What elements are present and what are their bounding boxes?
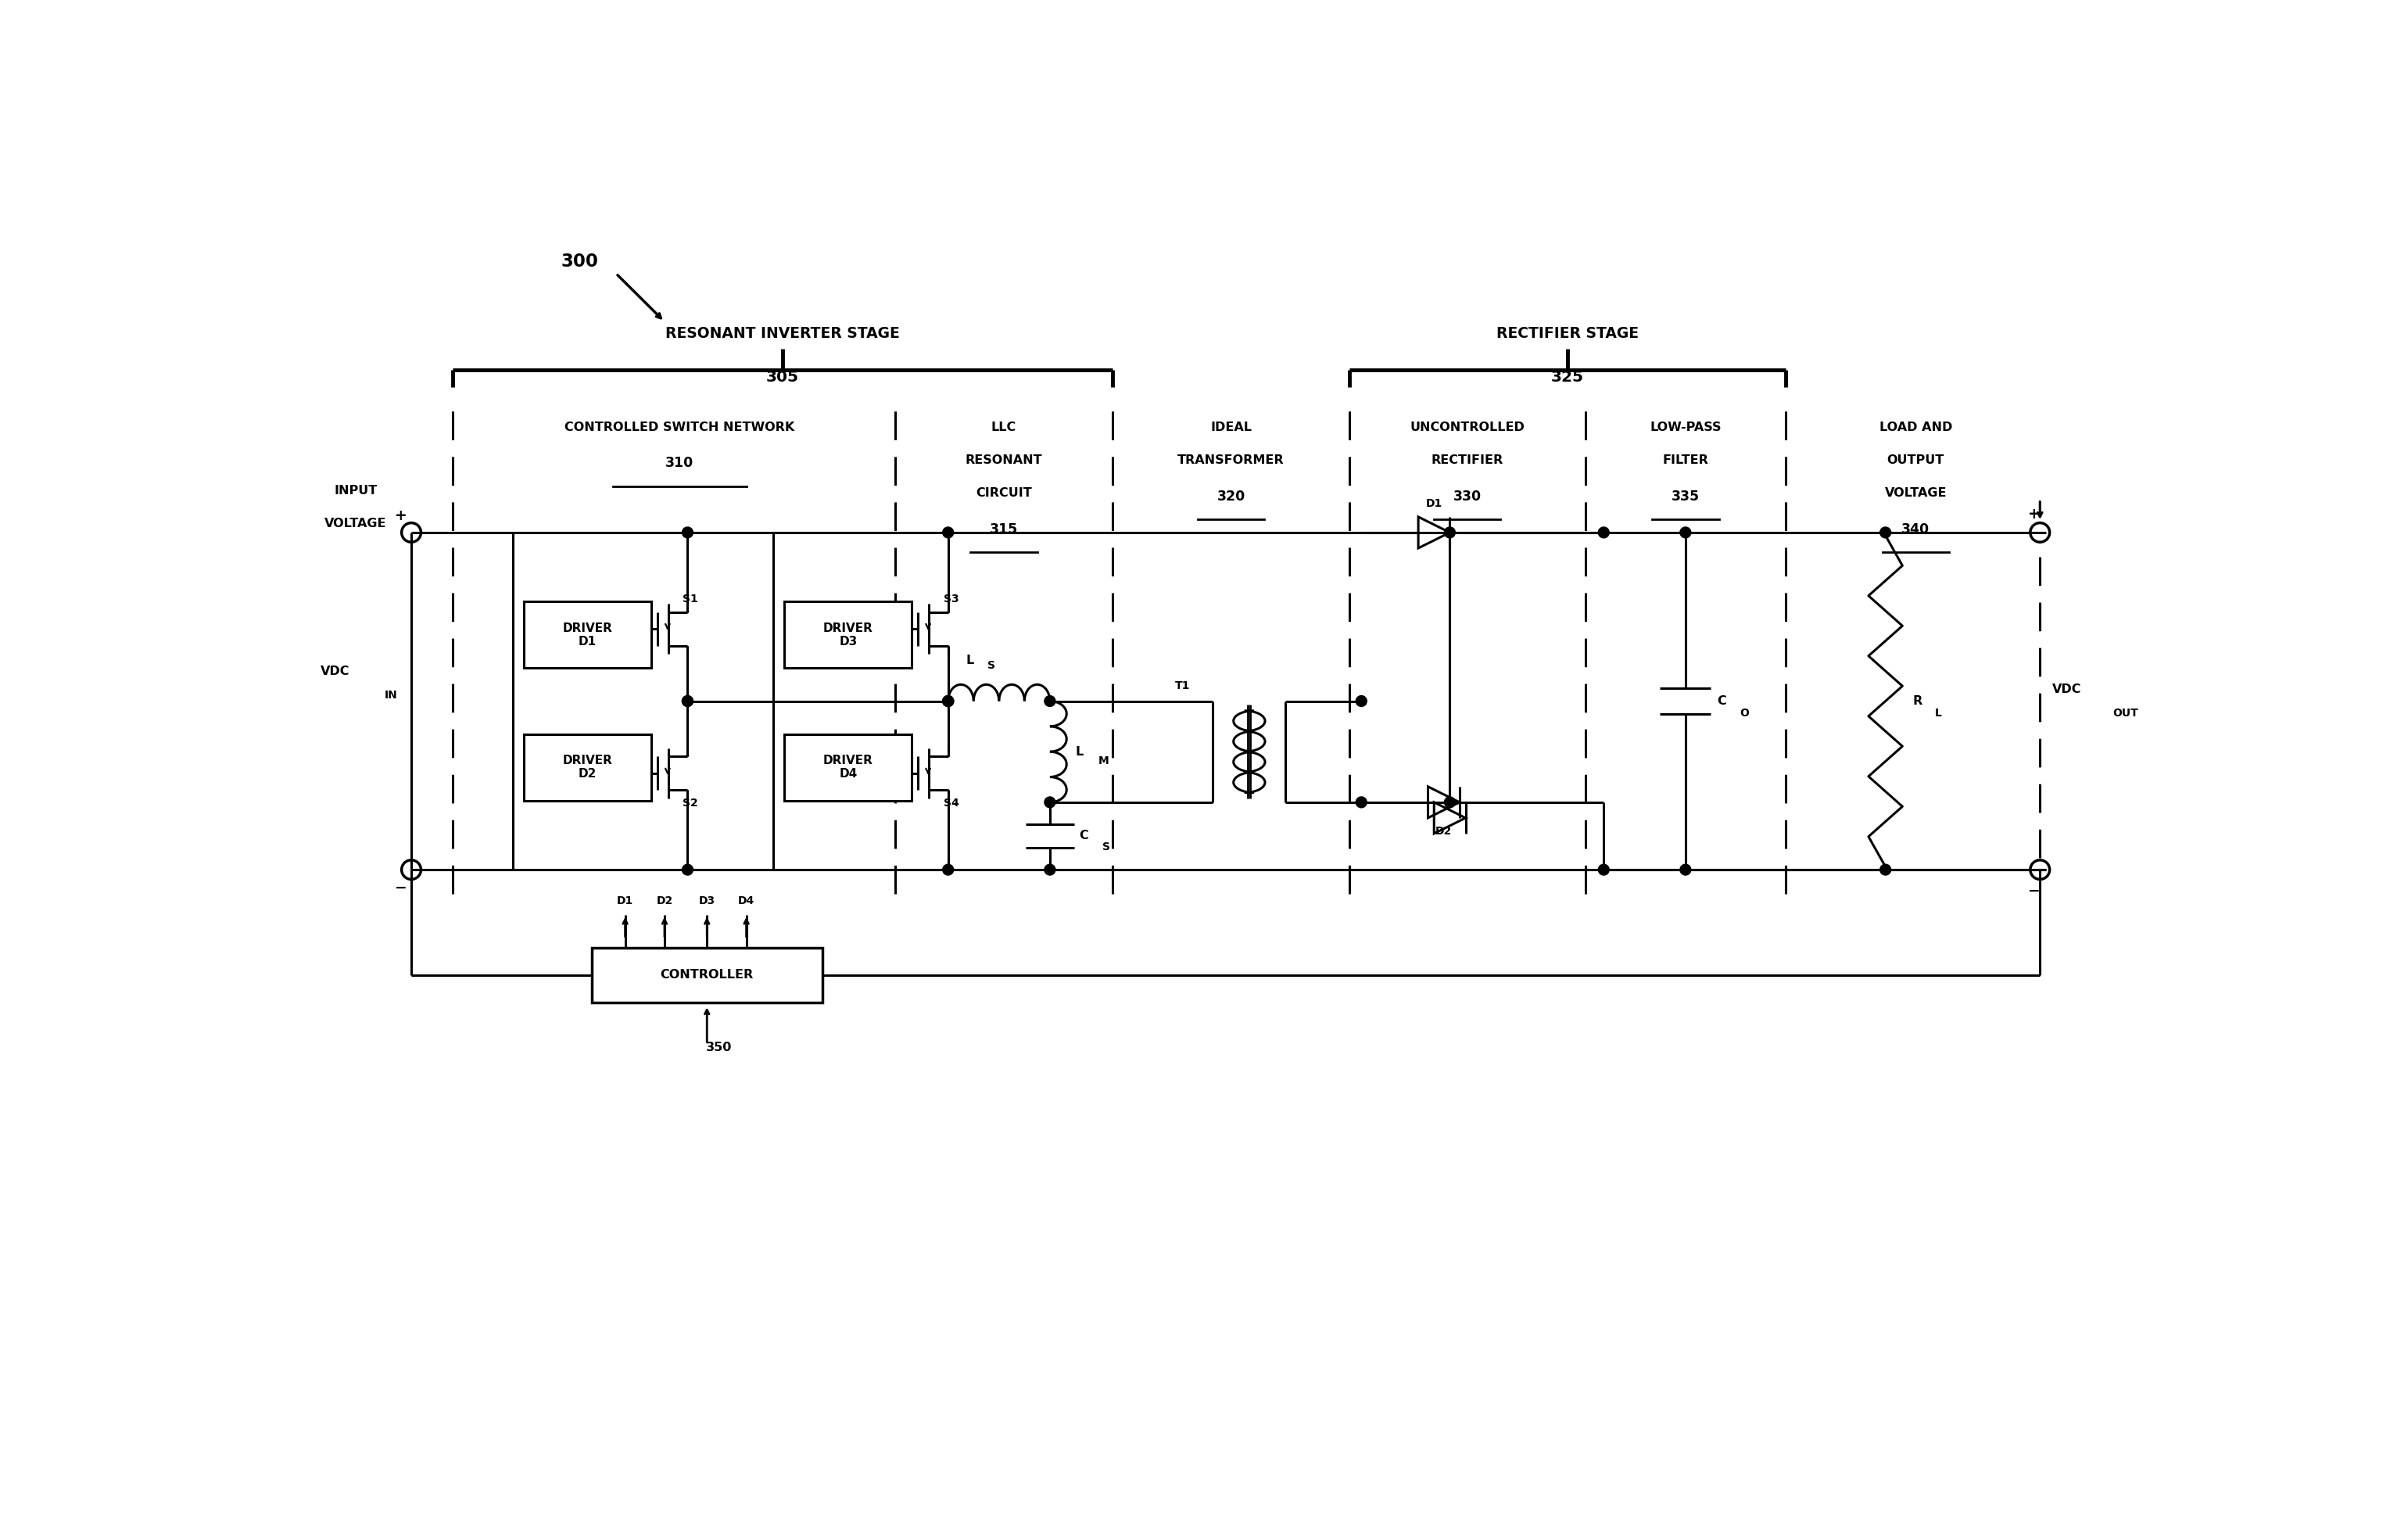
Circle shape [1045,797,1055,807]
Text: IN: IN [385,689,397,700]
Circle shape [1681,527,1690,538]
Bar [785,734,913,800]
Text: IDEAL: IDEAL [1211,421,1252,434]
Text: RESONANT INVERTER STAGE: RESONANT INVERTER STAGE [665,326,901,342]
Text: S: S [1103,841,1110,852]
Text: RESONANT: RESONANT [966,455,1043,466]
Text: VOLTAGE: VOLTAGE [325,518,388,530]
Text: LLC: LLC [992,421,1016,434]
Bar [785,602,913,668]
Text: 300: 300 [561,253,600,271]
Text: INPUT: INPUT [335,484,378,496]
Bar [525,734,650,800]
Text: OUT: OUT [2112,708,2138,719]
Circle shape [1045,696,1055,706]
Text: T1: T1 [1175,680,1190,691]
Circle shape [681,527,694,538]
Circle shape [942,696,954,706]
Text: RECTIFIER STAGE: RECTIFIER STAGE [1495,326,1637,342]
Circle shape [942,696,954,706]
Text: DRIVER
D4: DRIVER D4 [824,755,874,780]
Text: VDC: VDC [2052,683,2081,696]
Circle shape [1881,527,1890,538]
Text: 330: 330 [1454,489,1481,504]
Circle shape [681,864,694,875]
Text: D4: D4 [737,896,754,907]
Text: LOAD AND: LOAD AND [1878,421,1953,434]
Text: 305: 305 [766,369,799,385]
Text: D2: D2 [657,896,672,907]
Text: DRIVER
D3: DRIVER D3 [824,622,874,648]
Text: 335: 335 [1671,489,1700,504]
Text: 350: 350 [706,1042,732,1052]
Text: D1: D1 [616,896,633,907]
Circle shape [1445,527,1454,538]
Text: VDC: VDC [320,665,349,677]
Text: 325: 325 [1551,369,1584,385]
Text: S: S [987,660,995,671]
Text: S1: S1 [684,593,698,604]
Circle shape [1681,864,1690,875]
Text: O: O [1741,708,1748,719]
Circle shape [1599,527,1609,538]
Text: C: C [1079,830,1088,843]
Text: +: + [2028,507,2040,522]
Text: S4: S4 [944,798,958,809]
Text: DRIVER
D1: DRIVER D1 [563,622,612,648]
Text: 310: 310 [665,457,694,470]
Text: 315: 315 [990,522,1019,536]
Text: L: L [966,654,975,666]
Text: UNCONTROLLED: UNCONTROLLED [1411,421,1524,434]
Circle shape [1356,797,1368,807]
Text: S3: S3 [944,593,958,604]
Text: VOLTAGE: VOLTAGE [1885,487,1946,499]
Circle shape [681,696,694,706]
Text: CIRCUIT: CIRCUIT [975,487,1033,499]
Text: M: M [1098,755,1110,766]
Text: CONTROLLED SWITCH NETWORK: CONTROLLED SWITCH NETWORK [563,421,795,434]
Circle shape [1356,696,1368,706]
Text: −: − [395,881,407,895]
Text: L: L [1076,746,1084,757]
Text: DRIVER
D2: DRIVER D2 [563,755,612,780]
Circle shape [1445,797,1454,807]
Text: L: L [1936,708,1943,719]
Text: OUTPUT: OUTPUT [1888,455,1943,466]
Circle shape [1881,864,1890,875]
Text: R: R [1912,696,1922,706]
Text: 340: 340 [1902,522,1929,536]
Circle shape [1045,864,1055,875]
Text: S2: S2 [684,798,698,809]
Circle shape [1599,864,1609,875]
Bar [525,602,650,668]
Circle shape [942,864,954,875]
Circle shape [942,527,954,538]
Circle shape [942,696,954,706]
Text: D1: D1 [1426,498,1442,509]
Text: TRANSFORMER: TRANSFORMER [1178,455,1283,466]
Text: +: + [395,509,407,522]
Bar [592,948,821,1002]
Text: C: C [1717,696,1727,706]
Text: LOW-PASS: LOW-PASS [1649,421,1722,434]
Text: D3: D3 [698,896,715,907]
Text: −: − [2028,884,2040,898]
Text: RECTIFIER: RECTIFIER [1430,455,1503,466]
Text: D2: D2 [1435,826,1452,836]
Text: CONTROLLER: CONTROLLER [660,970,754,980]
Text: 320: 320 [1216,489,1245,504]
Circle shape [681,696,694,706]
Text: FILTER: FILTER [1662,455,1710,466]
